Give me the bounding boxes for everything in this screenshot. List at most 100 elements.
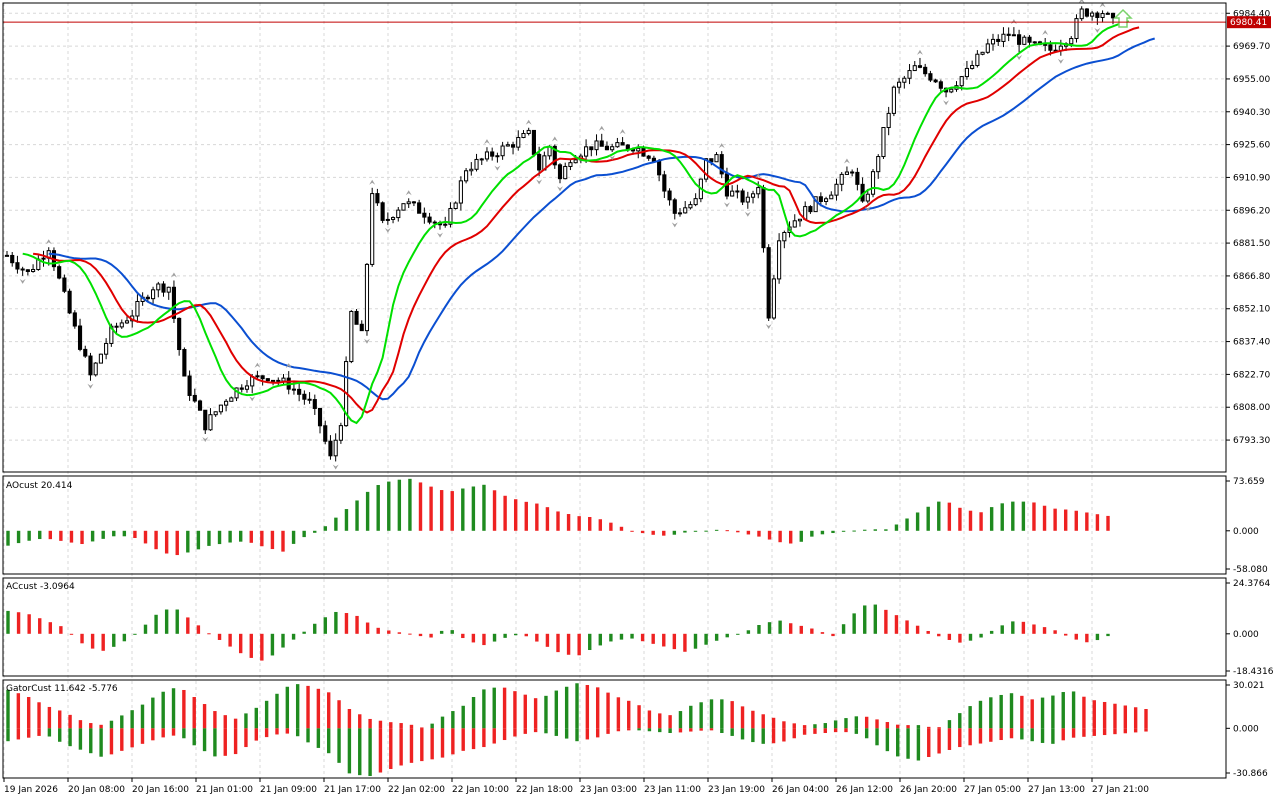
- fractal-down-icon: [765, 323, 772, 329]
- fractal-up-icon: [254, 362, 261, 368]
- ao-bar: [545, 507, 550, 531]
- fractal-up-icon: [755, 173, 762, 179]
- candle: [307, 392, 312, 404]
- ao-bar: [154, 530, 158, 550]
- gator-upper-bar: [295, 684, 300, 729]
- candle: [427, 212, 432, 225]
- gator-upper-bar: [533, 698, 538, 729]
- ao-bar: [524, 501, 528, 531]
- candle: [604, 141, 610, 151]
- candle: [870, 168, 876, 198]
- candle: [208, 408, 213, 431]
- ao-bar: [947, 502, 952, 531]
- ac-bar: [1000, 625, 1004, 634]
- candle: [568, 158, 573, 171]
- ac-bar: [947, 633, 952, 640]
- gator-lower-bar: [502, 728, 507, 741]
- ac-bar: [6, 610, 10, 634]
- ac-bar: [662, 633, 666, 647]
- gator-lower-bar: [1061, 728, 1065, 741]
- candle: [328, 435, 333, 460]
- gator-lower-bar: [68, 728, 72, 747]
- ac-indicator-pane[interactable]: [6, 604, 1110, 661]
- fractal-up-icon: [405, 190, 412, 196]
- fractal-up-icon: [1010, 19, 1017, 25]
- time-label: 21 Jan 01:00: [196, 785, 253, 795]
- ao-indicator-pane[interactable]: [6, 478, 1110, 556]
- ao-bar: [651, 530, 655, 535]
- ac-bar: [863, 605, 867, 634]
- ac-bar: [429, 633, 433, 638]
- gator-upper-bar: [99, 724, 103, 729]
- ac-bar: [799, 625, 803, 634]
- gator-lower-bar: [275, 728, 279, 735]
- gator-upper-bar: [761, 714, 765, 729]
- gator-lower-bar: [1051, 728, 1055, 744]
- candle: [928, 70, 933, 83]
- candle: [730, 185, 735, 197]
- gator-upper-bar: [182, 689, 186, 729]
- gator-lower-bar: [223, 728, 227, 756]
- candle: [620, 137, 625, 146]
- ac-bar: [450, 630, 454, 634]
- time-label: 26 Jan 04:00: [772, 785, 829, 795]
- price-pane[interactable]: [3, 0, 1226, 470]
- ao-bar: [662, 530, 666, 536]
- gator-scale-label: 0.000: [1233, 724, 1259, 734]
- gator-lower-bar: [958, 728, 962, 748]
- ac-bar: [260, 633, 264, 661]
- gator-lower-bar: [1123, 728, 1128, 734]
- fractal-down-icon: [332, 464, 339, 470]
- gator-indicator-pane[interactable]: [6, 683, 1148, 777]
- gator-upper-bar: [595, 687, 600, 729]
- gator-upper-bar: [906, 725, 910, 729]
- gator-upper-bar: [420, 727, 424, 729]
- gator-lower-bar: [399, 728, 403, 766]
- ao-bar: [408, 478, 412, 531]
- candle: [323, 420, 328, 445]
- gator-lower-bar: [833, 728, 838, 733]
- gator-lower-bar: [533, 728, 538, 733]
- ac-bar: [989, 630, 994, 634]
- gator-upper-bar: [699, 702, 703, 729]
- gator-upper-bar: [1061, 692, 1065, 729]
- ac-title: ACcust -3.0964: [6, 582, 75, 592]
- ao-bar: [1042, 505, 1047, 531]
- candle: [771, 274, 776, 320]
- ao-bar: [101, 530, 105, 539]
- gator-upper-bar: [16, 693, 21, 729]
- ac-bar: [630, 633, 634, 639]
- gator-upper-bar: [1030, 699, 1034, 729]
- ac-bar: [651, 633, 655, 644]
- gator-upper-bar: [26, 697, 31, 729]
- fractal-up-icon: [285, 363, 292, 369]
- gator-upper-bar: [492, 687, 496, 729]
- gator-lower-bar: [854, 728, 859, 734]
- gator-upper-bar: [482, 689, 486, 729]
- fractal-up-icon: [718, 143, 725, 149]
- time-label: 22 Jan 18:00: [516, 785, 573, 795]
- fractal-down-icon: [557, 186, 563, 192]
- gator-lower-bar: [171, 728, 176, 736]
- candle: [20, 266, 25, 276]
- ao-bar: [387, 481, 391, 531]
- gator-lower-bar: [1082, 728, 1086, 737]
- gator-lower-bar: [709, 728, 714, 731]
- gator-lower-bar: [740, 728, 745, 740]
- gator-upper-bar: [958, 713, 962, 729]
- candle: [83, 345, 88, 358]
- gator-upper-bar: [927, 726, 931, 729]
- ao-bar: [429, 486, 433, 531]
- gator-upper-bar: [161, 691, 165, 729]
- gator-lower-bar: [26, 728, 31, 738]
- gator-lower-bar: [968, 728, 972, 746]
- candle: [516, 130, 521, 151]
- ac-bar: [535, 633, 539, 642]
- gator-lower-bar: [689, 728, 693, 732]
- candle: [349, 310, 354, 364]
- ac-bar: [186, 617, 190, 634]
- gator-upper-bar: [813, 724, 817, 729]
- ac-bar: [598, 633, 603, 646]
- ac-bar: [958, 633, 962, 643]
